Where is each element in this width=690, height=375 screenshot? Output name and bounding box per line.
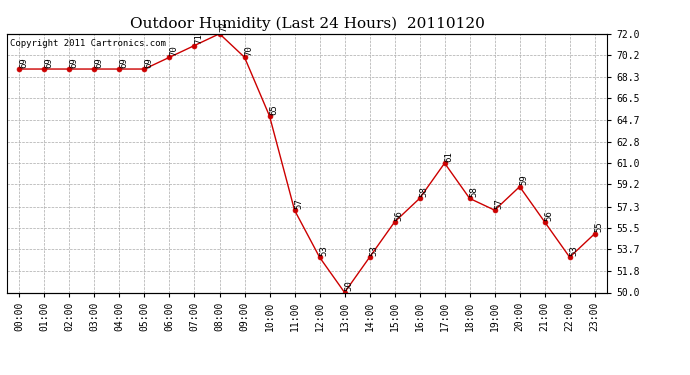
- Text: 69: 69: [19, 57, 28, 68]
- Text: 69: 69: [119, 57, 128, 68]
- Text: 57: 57: [294, 198, 303, 209]
- Text: 57: 57: [494, 198, 503, 209]
- Text: 58: 58: [469, 186, 478, 197]
- Text: 53: 53: [319, 245, 328, 256]
- Text: 72: 72: [219, 22, 228, 32]
- Text: 56: 56: [394, 210, 403, 220]
- Text: 70: 70: [244, 45, 253, 56]
- Text: 70: 70: [169, 45, 178, 56]
- Text: 69: 69: [44, 57, 53, 68]
- Text: 65: 65: [269, 104, 278, 115]
- Text: 55: 55: [594, 222, 603, 232]
- Text: 50: 50: [344, 280, 353, 291]
- Text: 53: 53: [569, 245, 578, 256]
- Text: Copyright 2011 Cartronics.com: Copyright 2011 Cartronics.com: [10, 39, 166, 48]
- Text: 53: 53: [369, 245, 378, 256]
- Text: 69: 69: [69, 57, 78, 68]
- Text: 56: 56: [544, 210, 553, 220]
- Text: 69: 69: [94, 57, 103, 68]
- Text: 61: 61: [444, 151, 453, 162]
- Text: 58: 58: [420, 186, 428, 197]
- Text: 59: 59: [520, 174, 529, 185]
- Text: 71: 71: [194, 33, 203, 44]
- Text: 69: 69: [144, 57, 153, 68]
- Title: Outdoor Humidity (Last 24 Hours)  20110120: Outdoor Humidity (Last 24 Hours) 2011012…: [130, 17, 484, 31]
